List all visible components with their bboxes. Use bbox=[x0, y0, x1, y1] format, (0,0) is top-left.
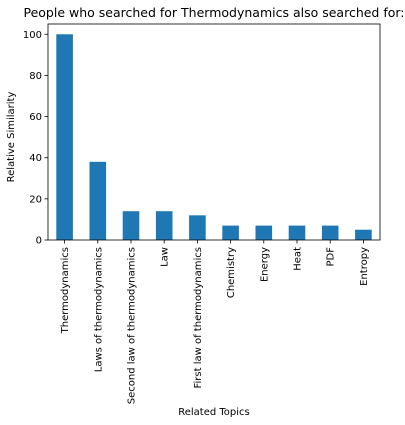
bar bbox=[56, 34, 73, 241]
y-axis-label: Relative Similarity bbox=[6, 92, 17, 183]
y-tick-label: 40 bbox=[29, 153, 42, 164]
bar bbox=[288, 225, 306, 240]
x-tick-label: Heat bbox=[293, 247, 304, 271]
x-tick-label: Energy bbox=[259, 247, 270, 282]
x-tick-label: Law bbox=[160, 247, 171, 267]
x-tick-label: First law of thermodynamics bbox=[193, 247, 204, 388]
x-tick-label: Thermodynamics bbox=[60, 247, 71, 334]
plot-area: Thermodynamics Laws of thermodynamics Seco… bbox=[23, 23, 381, 404]
bar bbox=[122, 211, 140, 240]
bar bbox=[321, 225, 339, 240]
bar bbox=[189, 215, 206, 240]
x-tick-label: Entropy bbox=[359, 247, 370, 286]
x-tick-label: Second law of thermodynamics bbox=[127, 247, 138, 404]
bar bbox=[255, 225, 273, 240]
x-tick-label: Laws of thermodynamics bbox=[93, 247, 104, 372]
x-tick-label: PDF bbox=[326, 247, 337, 267]
y-tick-label: 60 bbox=[29, 112, 42, 123]
bar bbox=[155, 211, 173, 240]
x-tick-label: Chemistry bbox=[226, 247, 237, 298]
y-tick-label: 20 bbox=[29, 194, 42, 205]
bar bbox=[222, 225, 239, 240]
bar bbox=[355, 229, 372, 240]
x-axis-label: Related Topics bbox=[178, 407, 250, 418]
bar bbox=[89, 161, 107, 240]
y-tick-label: 80 bbox=[29, 71, 42, 82]
y-tick-label: 100 bbox=[23, 30, 42, 41]
plot-frame bbox=[47, 23, 381, 241]
y-tick-label: 0 bbox=[36, 236, 42, 247]
chart-title: People who searched for Thermodynamics a… bbox=[23, 5, 404, 20]
